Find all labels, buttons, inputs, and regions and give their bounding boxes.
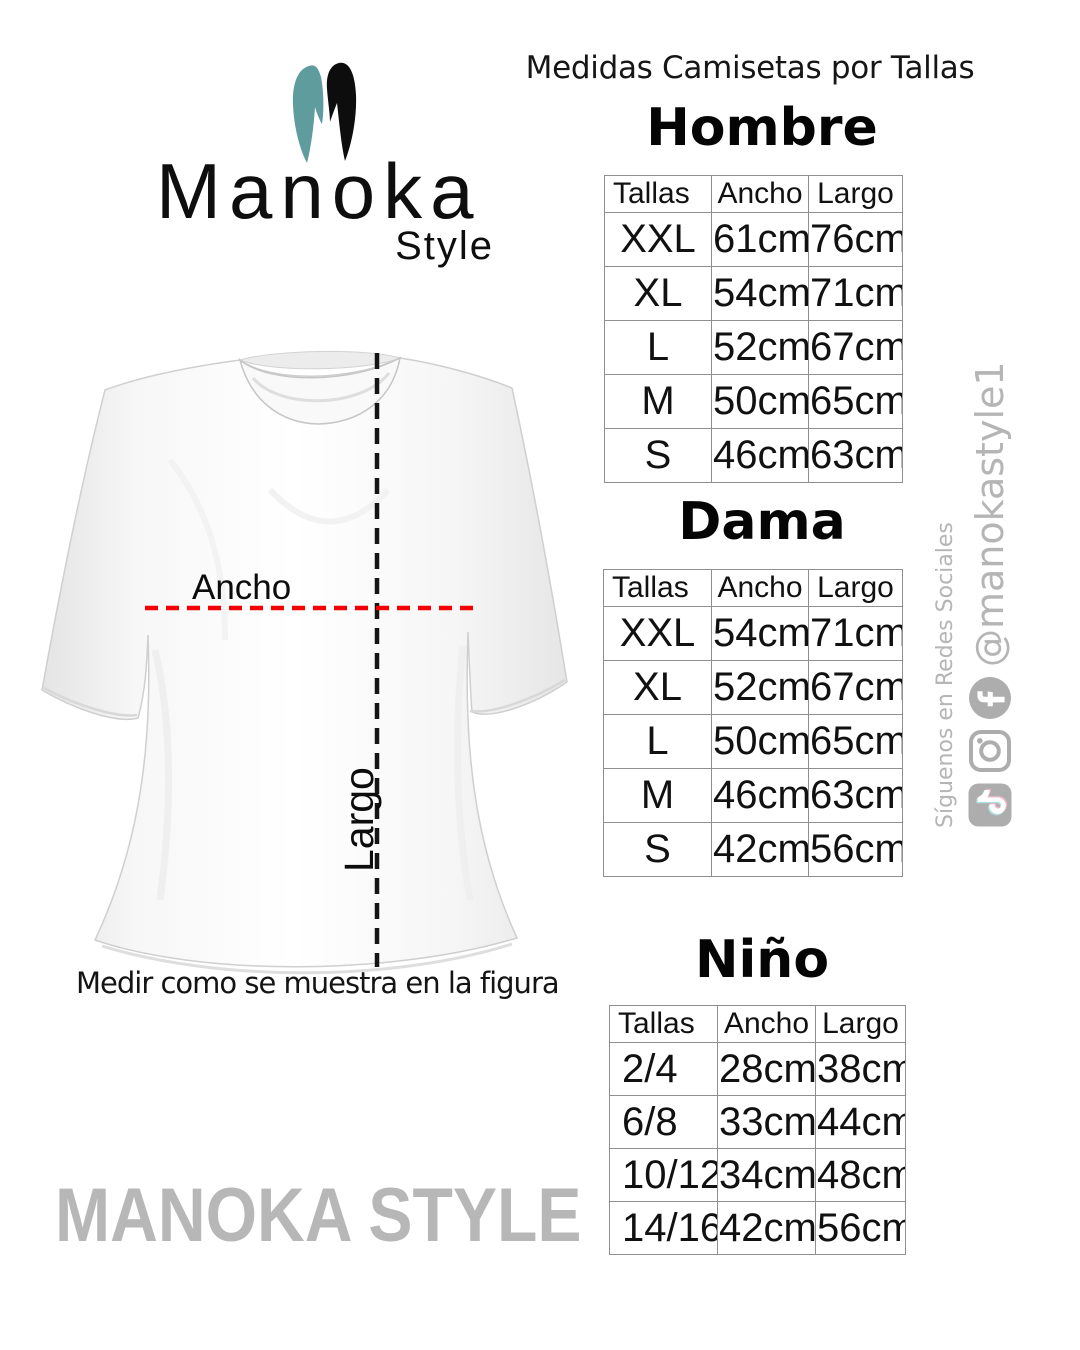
size-cell: 48cm: [815, 1148, 906, 1202]
logo-sub-wordmark: Style: [395, 224, 494, 268]
size-row: XXL 61cm 76cm: [604, 212, 903, 267]
size-cell: S: [604, 428, 712, 483]
size-row: 10/12 34cm 48cm: [609, 1148, 906, 1202]
size-row: L 50cm 65cm: [603, 714, 903, 769]
size-cell: 38cm: [815, 1042, 906, 1096]
size-row: M 50cm 65cm: [604, 374, 903, 429]
column-header: Largo: [815, 1005, 906, 1043]
size-cell: 56cm: [815, 1201, 906, 1255]
size-cell: 63cm: [808, 428, 903, 483]
size-cell: 50cm: [711, 374, 809, 429]
size-row: S 46cm 63cm: [604, 428, 903, 483]
size-cell: M: [604, 374, 712, 429]
logo-wordmark: Manoka: [156, 147, 482, 235]
size-cell: 46cm: [711, 428, 809, 483]
size-cell: 76cm: [808, 212, 903, 267]
size-cell: 71cm: [808, 266, 903, 321]
size-cell: 44cm: [815, 1095, 906, 1149]
column-header: Ancho: [711, 175, 809, 213]
size-cell: 63cm: [808, 768, 903, 823]
size-row: XXL 54cm 71cm: [603, 606, 903, 661]
size-cell: 28cm: [717, 1042, 816, 1096]
size-cell: S: [603, 822, 712, 877]
tiktok-icon: [968, 783, 1012, 827]
size-row: M 46cm 63cm: [603, 768, 903, 823]
header-row: Tallas Ancho Largo: [609, 1005, 906, 1043]
size-cell: L: [604, 320, 712, 375]
size-cell: 65cm: [808, 374, 903, 429]
column-header: Tallas: [609, 1005, 718, 1043]
social-handle: @manokastyle1: [968, 361, 1012, 667]
size-cell: 52cm: [711, 320, 809, 375]
size-cell: M: [603, 768, 712, 823]
size-cell: 34cm: [717, 1148, 816, 1202]
size-cell: 42cm: [717, 1201, 816, 1255]
size-cell: 61cm: [711, 212, 809, 267]
size-cell: 67cm: [808, 320, 903, 375]
size-row: 14/16 42cm 56cm: [609, 1201, 906, 1255]
width-label: Ancho: [192, 568, 292, 607]
size-cell: 54cm: [711, 266, 809, 321]
size-cell: 33cm: [717, 1095, 816, 1149]
size-row: 2/4 28cm 38cm: [609, 1042, 906, 1096]
size-row: XL 52cm 67cm: [603, 660, 903, 715]
size-cell: 10/12: [609, 1148, 718, 1202]
size-cell: 50cm: [711, 714, 809, 769]
column-header: Largo: [808, 569, 903, 607]
size-table-dama: Tallas Ancho Largo XXL 54cm 71cm XL 52cm 67cm L 50…: [603, 569, 903, 877]
size-cell: 71cm: [808, 606, 903, 661]
facebook-icon: [969, 677, 1011, 719]
column-header: Ancho: [711, 569, 809, 607]
size-cell: XL: [603, 660, 712, 715]
size-cell: 42cm: [711, 822, 809, 877]
size-cell: 67cm: [808, 660, 903, 715]
size-row: 6/8 33cm 44cm: [609, 1095, 906, 1149]
size-cell: 46cm: [711, 768, 809, 823]
column-header: Tallas: [604, 175, 712, 213]
social-follow-text: Síguenos en Redes Sociales: [933, 522, 958, 828]
size-row: L 52cm 67cm: [604, 320, 903, 375]
size-cell: 54cm: [711, 606, 809, 661]
column-header: Ancho: [717, 1005, 816, 1043]
size-cell: L: [603, 714, 712, 769]
size-table-hombre: Tallas Ancho Largo XXL 61cm 76cm XL 54cm 71cm L 52…: [604, 175, 903, 483]
heading-hombre: Hombre: [646, 98, 878, 158]
heading-nino: Niño: [694, 930, 830, 990]
header-row: Tallas Ancho Largo: [603, 569, 903, 607]
size-cell: 52cm: [711, 660, 809, 715]
heading-dama: Dama: [678, 492, 846, 552]
figure-caption: Medir como se muestra en la figura: [76, 966, 560, 1000]
size-cell: 2/4: [609, 1042, 718, 1096]
size-cell: 65cm: [808, 714, 903, 769]
size-row: S 42cm 56cm: [603, 822, 903, 877]
tshirt-body: [41, 357, 568, 968]
page-title: Medidas Camisetas por Tallas: [525, 50, 975, 86]
social-column: Síguenos en Redes Sociales: [933, 361, 1017, 828]
size-cell: 14/16: [609, 1201, 718, 1255]
size-cell: XXL: [603, 606, 712, 661]
watermark-brand: MANOKA STYLE: [55, 1173, 582, 1258]
size-cell: XL: [604, 266, 712, 321]
column-header: Largo: [808, 175, 903, 213]
length-label: Largo: [336, 767, 382, 872]
column-header: Tallas: [603, 569, 712, 607]
size-cell: XXL: [604, 212, 712, 267]
size-cell: 6/8: [609, 1095, 718, 1149]
manoka-m-logo-icon: [292, 62, 357, 163]
instagram-icon: [969, 730, 1011, 772]
size-row: XL 54cm 71cm: [604, 266, 903, 321]
header-row: Tallas Ancho Largo: [604, 175, 903, 213]
size-table-nino: Tallas Ancho Largo 2/4 28cm 38cm 6/8 33cm 44cm 10…: [609, 1005, 906, 1255]
tshirt-illustration: [41, 350, 568, 975]
size-cell: 56cm: [808, 822, 903, 877]
